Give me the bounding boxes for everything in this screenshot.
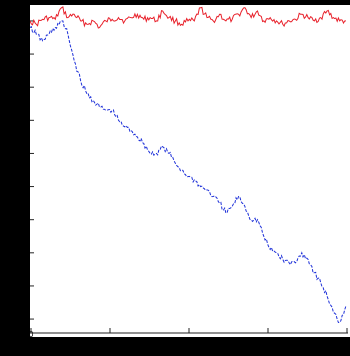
x-tick-label: 0 bbox=[30, 330, 34, 337]
series-line-1 bbox=[30, 6, 347, 29]
line-chart: 0-10-30-50-70-900 bbox=[30, 6, 348, 337]
series-line-2 bbox=[30, 20, 347, 324]
plot-area: 0-10-30-50-70-900 bbox=[30, 5, 350, 337]
